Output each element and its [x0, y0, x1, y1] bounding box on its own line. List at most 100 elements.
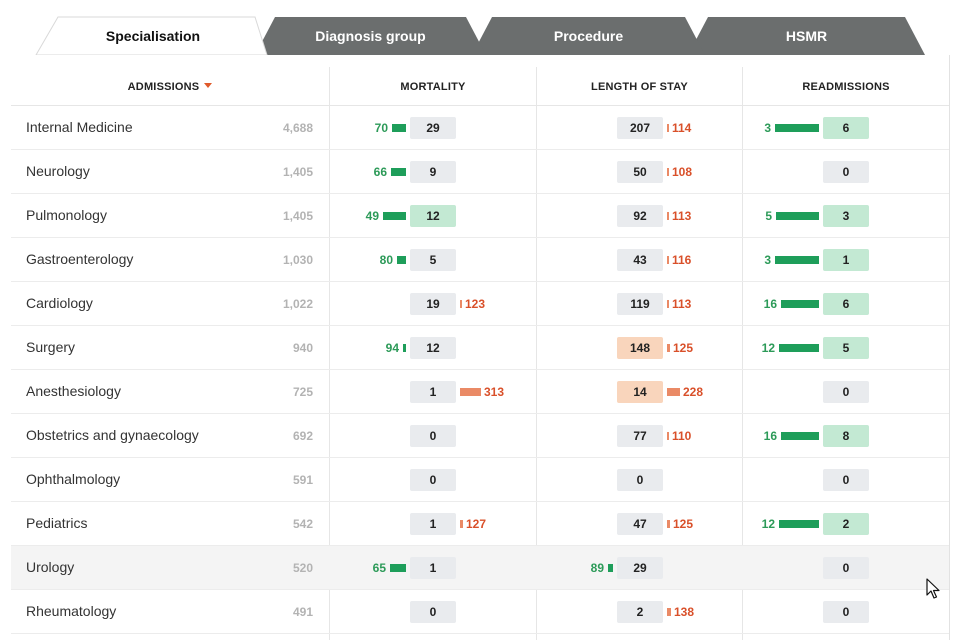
tab-shapes [35, 16, 925, 55]
los-indicator-bar [667, 388, 680, 396]
mortality-indicator-value: 123 [465, 297, 486, 311]
los-indicator-value: 125 [673, 517, 694, 531]
header-mortality[interactable]: MORTALITY [400, 81, 466, 93]
admissions-count: 1,022 [282, 297, 313, 311]
mortality-indicator-value: 65 [372, 561, 386, 575]
los-indicator-bar [667, 124, 669, 132]
los-indicator-value: 110 [672, 429, 692, 443]
tab-hsmr[interactable]: HSMR [785, 28, 828, 44]
readmissions-indicator-bar [779, 520, 819, 528]
tab-bg-procedure [472, 17, 705, 55]
mortality-indicator-value: 70 [374, 121, 388, 135]
table-row[interactable]: Pulmonology 1,405 12 49 92 113 3 5 [11, 194, 949, 238]
admissions-count: 725 [292, 385, 313, 399]
readmissions-value: 8 [823, 425, 869, 447]
table-row[interactable]: Pediatrics 542 1 127 47 125 2 12 [11, 502, 949, 546]
los-indicator-bar [667, 300, 669, 308]
readmissions-indicator-value: 5 [765, 209, 772, 223]
mortality-indicator-bar [392, 124, 406, 132]
mortality-value: 0 [410, 469, 456, 491]
los-value: 207 [617, 117, 663, 139]
specialisation-name: Ophthalmology [26, 471, 121, 487]
column-divider [329, 67, 330, 640]
table-row[interactable]: Surgery 940 12 94 148 125 5 12 [11, 326, 949, 370]
mortality-indicator-bar [403, 344, 406, 352]
admissions-count: 1,405 [282, 209, 313, 223]
mortality-indicator-bar [460, 520, 463, 528]
los-indicator-value: 113 [672, 297, 692, 311]
mortality-indicator-bar [390, 564, 406, 572]
specialisation-name: Surgery [26, 339, 76, 355]
tab-bg-specialisation [35, 16, 268, 55]
mortality-value: 1 [410, 381, 456, 403]
readmissions-value: 6 [823, 293, 869, 315]
admissions-count: 520 [292, 561, 313, 575]
table-row[interactable]: Urology 520 1 65 29 89 0 [11, 546, 949, 590]
los-value: 14 [617, 381, 663, 403]
table-row[interactable]: Rheumatology 491 0 2 138 0 [11, 590, 949, 634]
header-readmissions[interactable]: READMISSIONS [802, 81, 890, 93]
header-divider [11, 105, 949, 106]
los-indicator-bar [667, 212, 669, 220]
specialisation-name: Pulmonology [26, 207, 107, 223]
mortality-value: 19 [410, 293, 456, 315]
header-length-of-stay[interactable]: LENGTH OF STAY [591, 81, 688, 93]
los-value: 77 [617, 425, 663, 447]
readmissions-indicator-value: 16 [763, 297, 777, 311]
admissions-count: 4,688 [282, 121, 313, 135]
los-value: 148 [617, 337, 663, 359]
admissions-count: 692 [292, 429, 313, 443]
readmissions-indicator-value: 3 [764, 121, 771, 135]
tab-diagnosis-group[interactable]: Diagnosis group [315, 28, 426, 44]
los-value: 47 [617, 513, 663, 535]
admissions-count: 1,030 [282, 253, 313, 267]
table-row[interactable]: Obstetrics and gynaecology 692 0 77 110 8 16 [11, 414, 949, 458]
mortality-indicator-bar [383, 212, 406, 220]
mortality-value: 12 [410, 205, 456, 227]
header-admissions[interactable]: ADMISSIONS [11, 80, 329, 94]
column-divider [536, 67, 537, 640]
readmissions-indicator-value: 12 [761, 517, 775, 531]
los-indicator-bar [667, 168, 669, 176]
admissions-count: 491 [292, 605, 313, 619]
readmissions-indicator-value: 3 [764, 253, 771, 267]
readmissions-value: 0 [823, 601, 869, 623]
table-row[interactable]: Neurology 1,405 9 66 50 108 0 [11, 150, 949, 194]
readmissions-value: 3 [823, 205, 869, 227]
readmissions-indicator-bar [781, 432, 819, 440]
mortality-value: 9 [410, 161, 456, 183]
table-row[interactable]: Ophthalmology 591 0 0 0 [11, 458, 949, 502]
header-admissions-label: ADMISSIONS [127, 81, 200, 93]
admissions-count: 542 [292, 517, 313, 531]
tab-bar: Specialisation Diagnosis group Procedure… [0, 0, 960, 55]
column-divider [742, 67, 743, 640]
los-value: 0 [617, 469, 663, 491]
readmissions-indicator-value: 12 [761, 341, 775, 355]
tab-bg-hsmr [688, 17, 925, 55]
specialisation-name: Pediatrics [26, 515, 88, 531]
specialisation-name: Urology [26, 559, 75, 575]
tab-bg-diagnosis [255, 17, 486, 55]
mortality-indicator-value: 49 [365, 209, 379, 223]
readmissions-value: 5 [823, 337, 869, 359]
los-indicator-bar [667, 344, 670, 352]
specialisation-name: Cardiology [26, 295, 93, 311]
specialisation-name: Obstetrics and gynaecology [26, 427, 199, 443]
caret-down-icon [204, 83, 213, 88]
mortality-value: 29 [410, 117, 456, 139]
tab-procedure[interactable]: Procedure [553, 28, 624, 44]
readmissions-indicator-bar [781, 300, 819, 308]
table-row[interactable]: Anesthesiology 725 1 313 14 228 0 [11, 370, 949, 414]
table-row[interactable]: Internal Medicine 4,688 29 70 207 114 6 3 [11, 106, 949, 150]
los-value: 119 [617, 293, 663, 315]
tab-specialisation[interactable]: Specialisation [105, 28, 201, 44]
los-value: 50 [617, 161, 663, 183]
mortality-value: 0 [410, 425, 456, 447]
readmissions-value: 0 [823, 557, 869, 579]
table-row[interactable]: Cardiology 1,022 19 123 119 113 6 16 [11, 282, 949, 326]
table-row[interactable]: Gastroenterology 1,030 5 80 43 116 1 3 [11, 238, 949, 282]
mortality-value: 1 [410, 557, 456, 579]
specialisation-name: Gastroenterology [26, 251, 134, 267]
mortality-indicator-bar [460, 388, 481, 396]
los-indicator-bar [667, 432, 669, 440]
